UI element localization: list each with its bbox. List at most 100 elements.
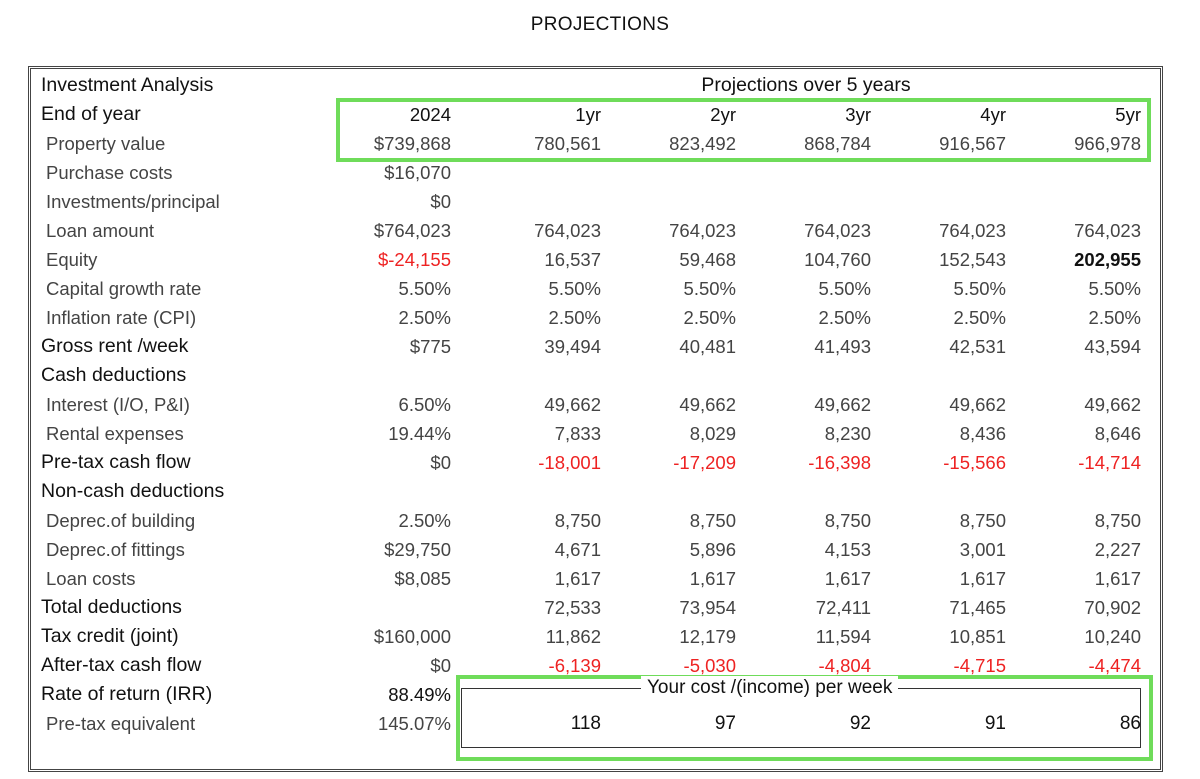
cell-3yr: 4,153 [824, 539, 871, 560]
cell-2yr: 12,179 [679, 626, 736, 647]
cell-2yr: 49,662 [679, 394, 736, 415]
cell-5yr: 43,594 [1084, 336, 1141, 357]
cell-3yr: -4,804 [818, 655, 871, 676]
row-label: Pre-tax cash flow [41, 451, 191, 473]
cell-2yr: 2yr [710, 104, 736, 125]
section-title: Investment Analysis [41, 74, 214, 96]
cell-3yr: 764,023 [804, 220, 871, 241]
cell-5yr: 5yr [1115, 104, 1141, 125]
weekly-cost-1yr: 118 [570, 713, 601, 734]
cell-4yr: -15,566 [943, 452, 1006, 473]
cell-5yr: 2.50% [1088, 307, 1141, 328]
cell-3yr: 5.50% [818, 278, 871, 299]
table-row: Capital growth rate 5.50% 5.50% 5.50% 5.50% 5… [31, 274, 1161, 303]
cell-1yr: 5.50% [548, 278, 601, 299]
cell-4yr: 8,436 [959, 423, 1006, 444]
row-label: Inflation rate (CPI) [46, 307, 197, 328]
cell-2024: $0 [430, 452, 451, 473]
cell-2024: 2.50% [398, 307, 451, 328]
cell-5yr: -14,714 [1078, 452, 1141, 473]
cell-2024: $0 [430, 191, 451, 212]
row-label: Tax credit (joint) [41, 625, 179, 647]
table-header-row: Investment Analysis Projections over 5 y… [31, 71, 1161, 100]
weekly-cost-label: Your cost /(income) per week [641, 676, 899, 700]
cell-2024: $0 [430, 655, 451, 676]
cell-2024: $739,868 [373, 133, 451, 154]
cell-4yr: 152,543 [939, 249, 1006, 270]
cell-2024: $29,750 [384, 539, 451, 560]
table-row: Pre-tax equivalent 145.07% [31, 709, 1161, 738]
table-row: Deprec.of fittings $29,750 4,671 5,896 4,153… [31, 535, 1161, 564]
cell-3yr: 2.50% [818, 307, 871, 328]
cell-4yr: 2.50% [953, 307, 1006, 328]
row-label: Rate of return (IRR) [41, 683, 213, 705]
cell-2024: 5.50% [398, 278, 451, 299]
table-row: End of year 2024 1yr 2yr 3yr 4yr 5yr [31, 100, 1161, 129]
cell-2024: $775 [409, 336, 451, 357]
cell-1yr: 1,617 [554, 568, 601, 589]
highlight-box-property-value [336, 98, 1151, 162]
cell-1yr: 11,862 [545, 626, 601, 647]
table-row: Deprec.of building 2.50% 8,750 8,750 8,750 8,… [31, 506, 1161, 535]
cell-4yr: 3,001 [959, 539, 1006, 560]
cell-3yr: 41,493 [814, 336, 871, 357]
cell-3yr: 3yr [845, 104, 871, 125]
row-label: Purchase costs [46, 162, 173, 183]
table-row: Gross rent /week $775 39,494 40,481 41,493 42… [31, 332, 1161, 361]
cell-2024: 88.49% [388, 684, 451, 705]
cell-4yr: 5.50% [953, 278, 1006, 299]
cell-4yr: 10,851 [949, 626, 1006, 647]
row-label: Non-cash deductions [41, 480, 225, 502]
cell-4yr: 1,617 [959, 568, 1006, 589]
cell-2yr: 5.50% [683, 278, 736, 299]
cell-1yr: -18,001 [538, 452, 601, 473]
cell-1yr: 7,833 [554, 423, 601, 444]
weekly-cost-4yr: 91 [984, 713, 1006, 734]
row-label: Cash deductions [41, 364, 187, 386]
cell-1yr: 1yr [575, 104, 601, 125]
cell-4yr: 49,662 [949, 394, 1006, 415]
cell-2yr: 73,954 [679, 597, 736, 618]
row-label: Interest (I/O, P&I) [46, 394, 190, 415]
cell-2yr: 8,029 [689, 423, 736, 444]
row-label: Gross rent /week [41, 335, 189, 357]
cell-5yr: 8,646 [1094, 423, 1141, 444]
table-row: Non-cash deductions [31, 477, 1161, 506]
cell-2024: 2024 [409, 104, 451, 125]
cell-2yr: -17,209 [673, 452, 736, 473]
cell-2yr: 8,750 [689, 510, 736, 531]
cell-2yr: 5,896 [689, 539, 736, 560]
cell-1yr: 2.50% [548, 307, 601, 328]
weekly-cost-3yr: 92 [849, 713, 871, 734]
table-row: Property value $739,868 780,561 823,492 868,… [31, 129, 1161, 158]
table-row: Loan amount $764,023 764,023 764,023 764,023… [31, 216, 1161, 245]
cell-2024: $16,070 [384, 162, 451, 183]
cell-1yr: 8,750 [554, 510, 601, 531]
cell-2yr: -5,030 [683, 655, 736, 676]
row-label: Deprec.of fittings [46, 539, 185, 560]
table-row: Loan costs $8,085 1,617 1,617 1,617 1,617 1,61… [31, 564, 1161, 593]
table-row: Cash deductions [31, 361, 1161, 390]
cell-1yr: 39,494 [544, 336, 601, 357]
cell-5yr: 5.50% [1088, 278, 1141, 299]
cell-5yr: 1,617 [1094, 568, 1141, 589]
cell-4yr: 42,531 [949, 336, 1006, 357]
cell-3yr: 104,760 [804, 249, 871, 270]
row-label: Investments/principal [46, 191, 220, 212]
cell-2yr: 1,617 [689, 568, 736, 589]
cell-5yr: 49,662 [1084, 394, 1141, 415]
cell-5yr: 10,240 [1084, 626, 1141, 647]
cell-4yr: 8,750 [959, 510, 1006, 531]
table-row: Rate of return (IRR) 88.49% [31, 680, 1161, 709]
row-label: After-tax cash flow [41, 654, 202, 676]
cell-1yr: 780,561 [534, 133, 601, 154]
cell-1yr: -6,139 [548, 655, 601, 676]
row-label: Capital growth rate [46, 278, 202, 299]
table-row: Purchase costs $16,070 [31, 158, 1161, 187]
cell-4yr: 764,023 [939, 220, 1006, 241]
page-title: PROJECTIONS [530, 14, 670, 35]
table-row: Rental expenses 19.44% 7,833 8,029 8,230 8,43… [31, 419, 1161, 448]
cell-5yr: 70,902 [1084, 597, 1141, 618]
cell-3yr: -16,398 [808, 452, 871, 473]
cell-3yr: 11,594 [815, 626, 871, 647]
